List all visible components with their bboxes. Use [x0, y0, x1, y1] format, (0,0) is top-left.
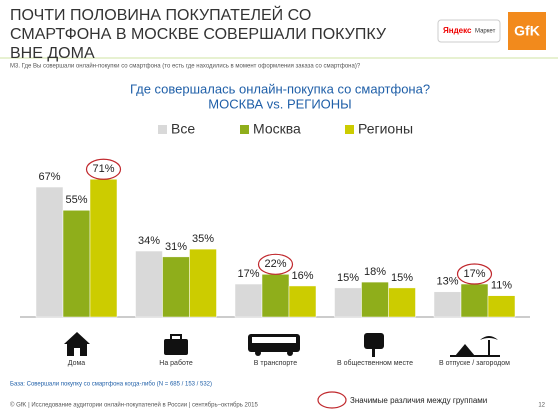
bar [261, 274, 290, 318]
chart-subtitle: МОСКВА vs. РЕГИОНЫ [208, 96, 351, 111]
logo-text: Маркет [475, 29, 496, 35]
pub-post [372, 349, 375, 357]
value-label: 15% [337, 272, 359, 284]
bar [361, 281, 389, 318]
bus-wheel [287, 350, 293, 356]
value-label: 18% [364, 266, 386, 278]
highlight-circle [257, 253, 294, 275]
value-label: 35% [192, 233, 214, 245]
value-label: 67% [38, 171, 60, 183]
category-label: В транспорте [253, 360, 298, 367]
bar [288, 285, 317, 318]
question: M3. Где Вы совершали онлайн-покупки со с… [10, 63, 361, 70]
yandex-logo [437, 19, 501, 43]
bar [487, 295, 516, 318]
logo-text: Яндекс [443, 26, 472, 35]
legend-label: Регионы [358, 121, 413, 137]
gfk-logo [508, 12, 546, 50]
logo-text: GfK [514, 23, 540, 39]
highlight-circle [456, 263, 493, 285]
bar [189, 248, 217, 318]
briefcase-handle [170, 334, 182, 341]
value-label: 13% [436, 276, 458, 288]
legend-swatch [345, 125, 354, 134]
bus-wheel [255, 350, 261, 356]
value-label: 55% [65, 194, 87, 206]
palm-leaves [480, 336, 498, 340]
legend-highlight [317, 391, 347, 409]
pub-icon [364, 333, 384, 349]
value-label: 17% [463, 268, 485, 280]
legend-label: Все [171, 121, 195, 137]
value-label: 16% [291, 270, 313, 282]
category-label: В отпуске / загородом [439, 360, 510, 367]
icons [64, 332, 500, 357]
legend-label: Москва [253, 121, 301, 137]
category-label: На работе [159, 360, 193, 367]
bar [460, 283, 489, 318]
slide-title: ПОЧТИ ПОЛОВИНА ПОКУПАТЕЛЕЙ СО СМАРТФОНА … [10, 7, 386, 62]
legend-swatch [240, 125, 249, 134]
tent-icon [455, 344, 475, 356]
value-label: 15% [391, 272, 413, 284]
bar [162, 256, 190, 318]
value-label: 22% [264, 258, 286, 270]
house-icon [64, 332, 90, 356]
ground [450, 355, 500, 357]
copyright: © GfK | Исследование аудитории онлайн-по… [10, 402, 259, 409]
bar [135, 250, 163, 318]
value-label: 31% [165, 241, 187, 253]
highlight-note: Значимые различия между группами [350, 396, 487, 405]
value-label: 34% [138, 235, 160, 247]
bar [433, 291, 462, 318]
bar [388, 287, 416, 318]
legend-swatch [158, 125, 167, 134]
briefcase-icon [164, 339, 188, 355]
bus-windows [252, 337, 296, 343]
footnote: База: Совершали покупку со смартфона ког… [10, 382, 212, 388]
page-number: 12 [538, 403, 545, 409]
bar [35, 186, 64, 318]
highlight-circle [85, 158, 122, 180]
chart-title: Где совершалась онлайн-покупка со смартф… [130, 81, 430, 96]
bar [234, 283, 263, 318]
bar [62, 210, 91, 318]
bar [334, 287, 362, 318]
value-label: 71% [92, 163, 114, 175]
palm-icon [488, 340, 490, 356]
value-label: 17% [237, 268, 259, 280]
category-label: Дома [67, 360, 86, 367]
value-label: 11% [491, 280, 512, 292]
category-label: В общественном месте [337, 360, 413, 367]
bar [89, 179, 118, 318]
